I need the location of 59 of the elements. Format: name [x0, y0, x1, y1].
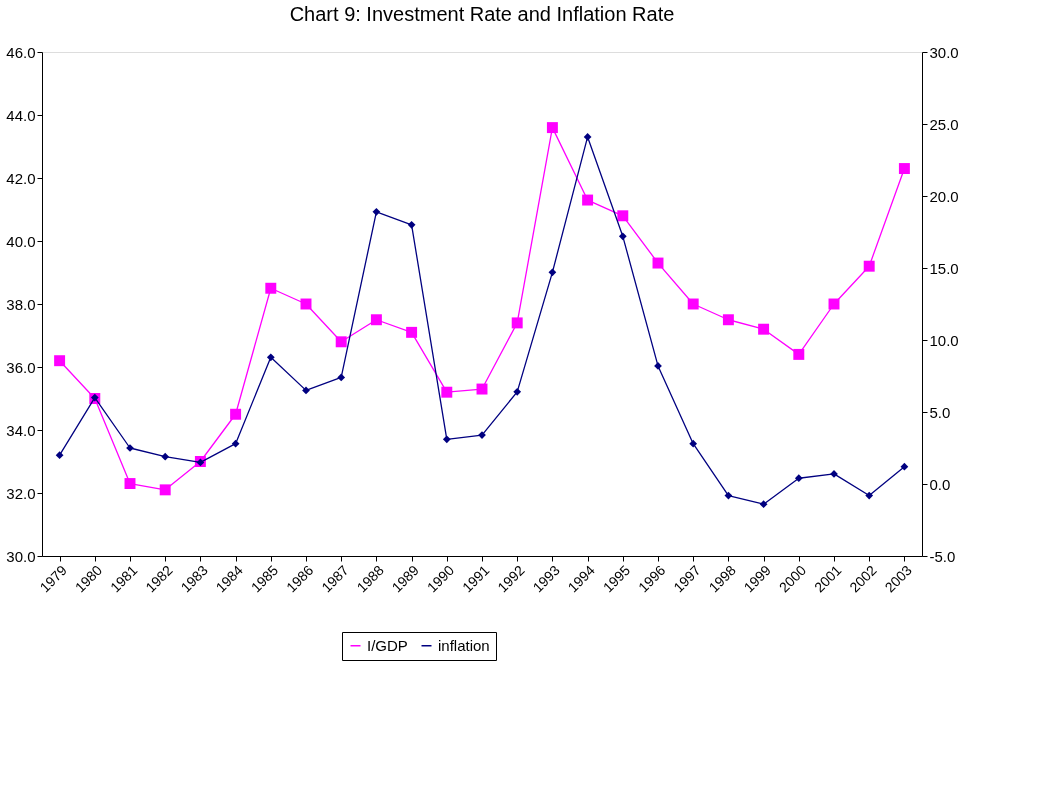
point: [865, 491, 874, 500]
chart-title: Chart 9: Investment Rate and Inflation Rate: [289, 3, 675, 25]
point: [372, 207, 381, 216]
point: [722, 314, 734, 326]
legend-label: inflation: [438, 636, 490, 654]
point: [548, 268, 557, 277]
y2-tick-label: 25.0: [929, 115, 959, 133]
point: [617, 210, 629, 222]
point: [794, 474, 803, 483]
point: [652, 257, 664, 269]
y-tick-label: 32.0: [6, 484, 36, 502]
point: [687, 298, 699, 310]
y2-tick-label: 0.0: [929, 475, 951, 493]
point: [302, 386, 310, 395]
y-tick-label: 46.0: [6, 43, 36, 61]
y2-tick-label: 15.0: [929, 259, 959, 277]
point: [513, 387, 522, 396]
legend-label: I/GDP: [367, 636, 408, 654]
y-tick-label: 40.0: [6, 232, 36, 250]
y-tick-label: 36.0: [6, 358, 36, 376]
point: [265, 282, 277, 294]
point: [511, 317, 523, 329]
y-tick-label: 42.0: [6, 169, 36, 187]
point: [370, 314, 382, 326]
y-tick-label: 38.0: [6, 295, 36, 313]
y-tick-label: 30.0: [6, 547, 36, 565]
point: [266, 353, 275, 362]
y2-tick-label: 20.0: [929, 187, 959, 205]
point: [900, 462, 909, 471]
point: [335, 336, 347, 348]
point: [689, 439, 698, 448]
point: [863, 260, 875, 272]
point: [159, 484, 171, 496]
y2-tick-label: 30.0: [929, 43, 959, 61]
point: [898, 163, 910, 175]
point: [546, 122, 558, 134]
point: [441, 386, 453, 398]
point: [583, 133, 592, 141]
point: [55, 451, 64, 460]
point: [582, 194, 594, 206]
point: [406, 326, 418, 338]
point: [793, 348, 805, 360]
point: [758, 323, 770, 335]
point: [231, 439, 240, 448]
y-tick-label: 44.0: [6, 106, 36, 124]
y2-tick-label: 10.0: [929, 331, 959, 349]
point: [337, 373, 346, 382]
point: [442, 435, 451, 444]
y-tick-label: 34.0: [6, 421, 36, 439]
point: [407, 220, 416, 229]
point: [230, 408, 242, 420]
y2-tick-label: -5.0: [929, 547, 956, 565]
y2-tick-label: 5.0: [929, 403, 951, 421]
point: [124, 478, 136, 490]
point: [54, 355, 66, 367]
point: [161, 452, 170, 461]
point: [759, 500, 768, 509]
point: [476, 383, 488, 395]
point: [618, 232, 627, 241]
